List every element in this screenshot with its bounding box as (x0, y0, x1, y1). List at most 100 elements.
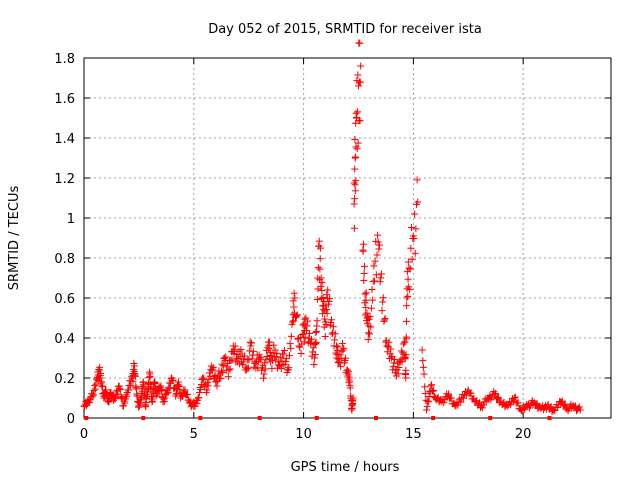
y-tick-label: 1.4 (54, 132, 75, 147)
data-point (323, 309, 331, 317)
data-point (195, 389, 203, 397)
data-point (410, 234, 418, 242)
data-point (339, 346, 347, 354)
data-point (164, 388, 172, 396)
data-point (374, 238, 382, 246)
data-point (420, 370, 428, 378)
data-point (261, 359, 269, 367)
data-point (385, 338, 393, 346)
data-point (365, 315, 373, 323)
zero-marker (547, 416, 552, 420)
data-point (241, 352, 249, 360)
data-point (313, 317, 321, 325)
y-tick-label: 1.6 (54, 92, 75, 107)
data-point (575, 403, 583, 411)
data-point (116, 386, 124, 394)
data-point (277, 354, 285, 362)
zero-marker (431, 416, 436, 420)
data-point (337, 363, 345, 371)
data-point (356, 78, 364, 86)
data-point (96, 363, 104, 371)
data-point (246, 338, 254, 346)
data-point (375, 241, 383, 249)
data-point (282, 358, 290, 366)
data-point (289, 297, 297, 305)
data-point (399, 349, 407, 357)
data-point (397, 356, 405, 364)
data-point (226, 365, 234, 373)
data-point (224, 373, 232, 381)
data-point (290, 289, 298, 297)
x-tick-label: 15 (405, 427, 422, 442)
data-point (331, 336, 339, 344)
zero-marker (257, 416, 262, 420)
data-point (312, 338, 320, 346)
data-point (324, 286, 332, 294)
data-point (317, 283, 325, 291)
data-point (364, 336, 372, 344)
data-point (493, 394, 501, 402)
x-tick-label: 0 (80, 427, 88, 442)
y-tick-label: 0.8 (54, 252, 75, 267)
data-point (387, 354, 395, 362)
y-tick-label: 0.2 (54, 372, 75, 387)
data-point (321, 315, 329, 323)
data-point (351, 153, 359, 161)
data-point (377, 274, 385, 282)
data-point (370, 262, 378, 270)
data-point (91, 385, 99, 393)
data-point (467, 389, 475, 397)
data-point (329, 323, 337, 331)
data-point (209, 364, 217, 372)
data-point (360, 262, 368, 270)
data-point (259, 374, 267, 382)
data-points (80, 39, 584, 420)
data-point (510, 394, 518, 402)
data-point (403, 294, 411, 302)
data-point (394, 370, 402, 378)
data-point (248, 355, 256, 363)
data-point (413, 176, 421, 184)
y-tick-label: 0 (67, 412, 75, 427)
data-point (316, 265, 324, 273)
data-point (169, 376, 177, 384)
data-point (160, 398, 168, 406)
y-axis-label: SRMTID / TECUs (7, 186, 22, 291)
data-point (286, 340, 294, 348)
y-tick-label: 0.4 (54, 332, 75, 347)
data-point (193, 399, 201, 407)
data-point (401, 338, 409, 346)
data-point (354, 108, 362, 116)
zero-marker (141, 416, 146, 420)
data-point (404, 275, 412, 283)
y-tick-label: 1.8 (54, 52, 75, 67)
data-point (411, 249, 419, 257)
plot-frame (83, 57, 612, 419)
data-point (429, 386, 437, 394)
data-point (408, 255, 416, 263)
data-point (146, 372, 154, 380)
data-point (374, 231, 382, 239)
data-point (228, 356, 236, 364)
data-point (337, 355, 345, 363)
data-point (421, 383, 429, 391)
data-point (367, 304, 375, 312)
zero-marker (314, 416, 319, 420)
data-point (412, 225, 420, 233)
data-point (340, 344, 348, 352)
data-point (296, 343, 304, 351)
data-point (370, 277, 378, 285)
data-point (213, 382, 221, 390)
data-point (86, 399, 94, 407)
data-point (349, 394, 357, 402)
data-point (302, 314, 310, 322)
data-point (209, 365, 217, 373)
data-point (440, 399, 448, 407)
data-point (123, 393, 131, 401)
data-point (331, 330, 339, 338)
data-point (350, 224, 358, 232)
data-point (379, 294, 387, 302)
data-point (351, 195, 359, 203)
data-point (362, 296, 370, 304)
data-point (357, 62, 365, 70)
